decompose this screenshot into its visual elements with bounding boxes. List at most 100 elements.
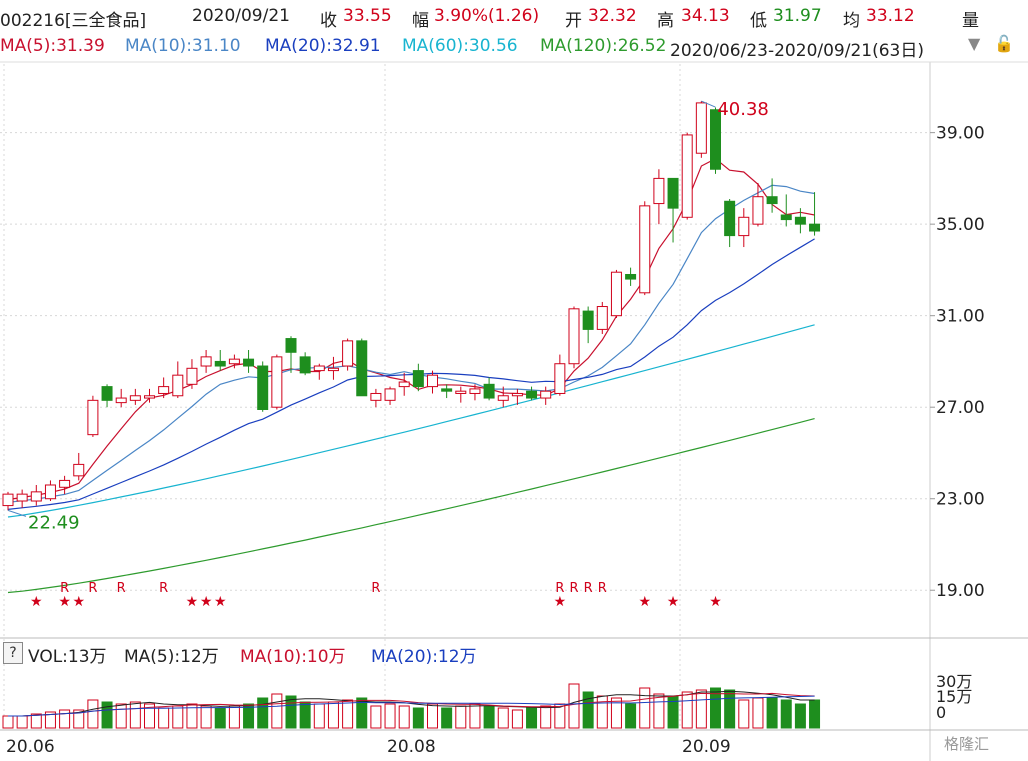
volume-bar	[667, 695, 679, 729]
signal-r-marker: R	[117, 581, 126, 596]
volume-bar	[228, 705, 240, 729]
vol-tick-label: 0	[936, 703, 946, 722]
volume-bar	[780, 699, 792, 729]
y-tick-label: 39.00	[936, 124, 985, 144]
candle-body	[483, 383, 495, 399]
volume-bar	[625, 703, 637, 729]
candle-body	[780, 214, 792, 221]
volume-bar	[101, 701, 113, 729]
signal-star-marker: ★	[638, 594, 651, 610]
candle-body	[299, 356, 311, 374]
date-range[interactable]: 2020/06/23-2020/09/21(63日)	[670, 36, 924, 61]
signal-r-marker: R	[159, 581, 168, 596]
candle-body	[497, 395, 509, 401]
y-tick-label: 35.00	[936, 215, 985, 235]
y-tick-label: 27.00	[936, 398, 985, 418]
ma-legend: MA(5):31.39 MA(10):31.10 MA(20):32.91 MA…	[0, 33, 1028, 61]
signal-r-marker: R	[569, 581, 578, 596]
candle-body	[639, 205, 651, 294]
candle-body	[441, 388, 453, 392]
volume-bar	[271, 693, 283, 729]
dropdown-icon[interactable]: ▼	[968, 34, 981, 53]
volume-bar	[639, 687, 651, 729]
volume-bar	[313, 703, 325, 729]
candle-body	[681, 134, 693, 218]
stock-code: 002216[三全食品]	[0, 11, 147, 31]
max-label: 40.38	[717, 99, 769, 120]
high-value: 34.13	[681, 6, 730, 26]
candle-body	[243, 358, 255, 367]
candle-body	[625, 273, 637, 280]
candle-body	[172, 374, 184, 397]
volume-bar	[129, 701, 141, 729]
candle-body	[129, 395, 141, 401]
candle-body	[370, 392, 382, 401]
candle-body	[724, 200, 736, 237]
candle-body	[59, 479, 71, 488]
signal-star-marker: ★	[30, 594, 43, 610]
candle-body	[257, 365, 269, 410]
volume-bar	[695, 689, 707, 729]
candle-body	[144, 395, 155, 399]
candle-body	[653, 177, 665, 205]
volume-bar	[327, 701, 339, 729]
volume-bar	[809, 699, 821, 729]
candle-body	[809, 223, 821, 232]
volume-bar	[59, 709, 71, 729]
candle-body	[469, 388, 481, 394]
lock-icon[interactable]: 🔓	[994, 34, 1014, 53]
candle-body	[214, 360, 226, 367]
volume-bar	[30, 713, 42, 729]
volume-bar	[738, 699, 750, 729]
ma120-legend: MA(120):26.52	[540, 36, 667, 56]
candle-body	[115, 397, 127, 404]
signal-r-marker: R	[60, 581, 69, 596]
volume-bar	[469, 703, 481, 729]
candle-body	[285, 338, 297, 353]
candle-body	[356, 340, 368, 397]
volume-bar	[582, 691, 594, 729]
volume-bar	[2, 715, 14, 729]
candle-body	[610, 271, 622, 317]
volume-bar	[412, 707, 424, 729]
candle-body	[667, 177, 679, 209]
volume-bar	[540, 705, 552, 729]
volume-bar	[455, 705, 467, 729]
volume-legend: VOL:13万 MA(5):12万 MA(10):10万 MA(20):12万	[0, 640, 920, 667]
vol-tick-label: 15万	[936, 687, 972, 706]
signal-star-marker: ★	[667, 594, 680, 610]
min-label: 22.49	[28, 512, 80, 533]
ma10-line	[7, 184, 815, 503]
volume-bar	[299, 701, 311, 729]
candle-body	[44, 484, 56, 500]
volume-bar	[483, 705, 495, 729]
avg-label: 均	[843, 11, 860, 31]
signal-r-marker: R	[584, 581, 593, 596]
candle-body	[327, 367, 339, 372]
candle-body	[73, 463, 85, 477]
signal-star-marker: ★	[186, 594, 199, 610]
volume-bar	[653, 693, 665, 729]
volume-bar	[596, 695, 608, 729]
candle-body	[766, 196, 778, 205]
candle-body	[710, 109, 721, 170]
volume-bar	[441, 707, 453, 729]
candle-body	[342, 340, 354, 367]
vol-ma5-line	[8, 690, 815, 717]
watermark: 格隆汇	[944, 735, 990, 753]
candle-body	[752, 196, 764, 225]
volume-bar	[497, 707, 509, 729]
candle-body	[186, 367, 198, 385]
signal-star-marker: ★	[709, 594, 722, 610]
help-icon[interactable]: ?	[3, 642, 23, 664]
vol-ma20-line	[8, 695, 815, 717]
change-value: 3.90%(1.26)	[434, 6, 540, 26]
signal-r-marker: R	[371, 581, 380, 596]
volume-bar	[158, 707, 170, 729]
ma5-legend: MA(5):31.39	[0, 36, 105, 56]
volume-bar	[87, 699, 99, 729]
candle-body	[412, 370, 424, 388]
candle-body	[540, 390, 552, 399]
signal-r-marker: R	[555, 581, 564, 596]
